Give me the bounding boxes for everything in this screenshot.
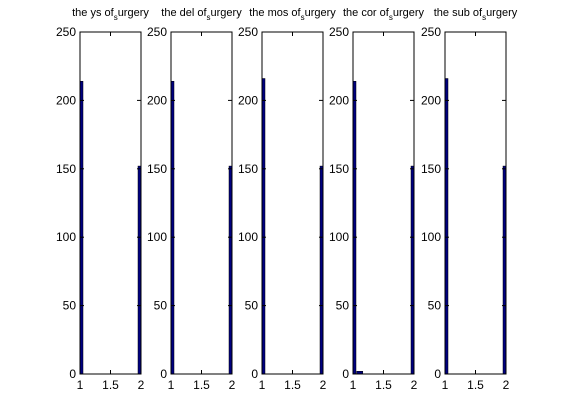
axes-background	[80, 32, 141, 374]
title-main: the mos of	[249, 7, 301, 19]
subplot: 0 50 100 150 200 250 1 1.5 2 the mos ofsurgery	[238, 7, 336, 392]
x-tick-label: 1.5	[193, 378, 210, 392]
x-tick-label: 1.5	[375, 378, 392, 392]
y-tick-label: 150	[147, 162, 167, 176]
subplot-title: the cor ofsurgery	[343, 7, 425, 22]
axes-background	[353, 32, 414, 374]
y-tick-label: 250	[147, 25, 167, 39]
y-tick-label: 150	[56, 162, 76, 176]
y-tick-label: 50	[428, 299, 442, 313]
y-tick-label: 50	[63, 299, 77, 313]
x-tick-label: 2	[411, 378, 418, 392]
x-tick-label: 2	[229, 378, 236, 392]
title-rest: urgery	[486, 7, 518, 19]
subplot-title: the ys ofsurgery	[72, 7, 149, 22]
y-tick-label: 50	[336, 299, 350, 313]
axes-background	[262, 32, 323, 374]
y-tick-label: 100	[238, 230, 258, 244]
title-rest: urgery	[211, 7, 243, 19]
subplot-title: the sub ofsurgery	[434, 7, 518, 22]
y-tick-label: 200	[421, 93, 441, 107]
y-tick-label: 0	[160, 367, 167, 381]
y-tick-label: 0	[342, 367, 349, 381]
title-subscript: s	[301, 13, 305, 22]
title-subscript: s	[114, 13, 118, 22]
y-tick-label: 0	[251, 367, 258, 381]
axes-background	[445, 32, 506, 374]
y-tick-label: 100	[56, 230, 76, 244]
title-subscript: s	[389, 13, 393, 22]
y-tick-label: 200	[329, 93, 349, 107]
title-main: the sub of	[434, 7, 483, 19]
y-tick-label: 250	[329, 25, 349, 39]
subplot-title: the mos ofsurgery	[249, 7, 336, 22]
subplot: 0 50 100 150 200 250 1 1.5 2 the cor ofsurgery	[329, 7, 425, 392]
x-tick-label: 1.5	[102, 378, 119, 392]
title-subscript: s	[482, 13, 486, 22]
y-tick-label: 150	[329, 162, 349, 176]
y-tick-label: 200	[147, 93, 167, 107]
y-tick-label: 200	[238, 93, 258, 107]
tick-group: 0 50 100 150 200 250 1 1.5 2	[421, 25, 510, 392]
y-tick-label: 50	[154, 299, 168, 313]
title-main: the ys of	[72, 7, 115, 19]
y-tick-label: 100	[329, 230, 349, 244]
tick-group: 0 50 100 150 200 250 1 1.5 2	[329, 25, 418, 392]
x-tick-label: 2	[503, 378, 510, 392]
x-tick-label: 1	[77, 378, 84, 392]
title-main: the cor of	[343, 7, 390, 19]
title-rest: urgery	[305, 7, 337, 19]
subplot: 0 50 100 150 200 250 1 1.5 2 the ys ofsurgery	[56, 7, 149, 392]
x-tick-label: 1	[442, 378, 449, 392]
y-tick-label: 100	[421, 230, 441, 244]
title-main: the del of	[161, 7, 207, 19]
subplot-title: the del ofsurgery	[161, 7, 242, 22]
tick-group: 0 50 100 150 200 250 1 1.5 2	[238, 25, 327, 392]
tick-group: 0 50 100 150 200 250 1 1.5 2	[147, 25, 236, 392]
y-tick-label: 150	[421, 162, 441, 176]
x-tick-label: 1.5	[284, 378, 301, 392]
x-tick-label: 1	[350, 378, 357, 392]
y-tick-label: 200	[56, 93, 76, 107]
y-tick-label: 250	[238, 25, 258, 39]
title-rest: urgery	[393, 7, 425, 19]
y-tick-label: 50	[245, 299, 259, 313]
x-tick-label: 1	[259, 378, 266, 392]
tick-group: 0 50 100 150 200 250 1 1.5 2	[56, 25, 145, 392]
x-tick-label: 2	[320, 378, 327, 392]
y-tick-label: 0	[434, 367, 441, 381]
x-tick-label: 1.5	[467, 378, 484, 392]
title-rest: urgery	[118, 7, 150, 19]
title-subscript: s	[207, 13, 211, 22]
y-tick-label: 100	[147, 230, 167, 244]
y-tick-label: 250	[56, 25, 76, 39]
y-tick-label: 250	[421, 25, 441, 39]
y-tick-label: 0	[69, 367, 76, 381]
x-tick-label: 2	[138, 378, 145, 392]
subplot: 0 50 100 150 200 250 1 1.5 2 the sub ofsurgery	[421, 7, 518, 392]
axes-background	[171, 32, 232, 374]
x-tick-label: 1	[168, 378, 175, 392]
y-tick-label: 150	[238, 162, 258, 176]
subplot: 0 50 100 150 200 250 1 1.5 2 the del ofsurgery	[147, 7, 242, 392]
